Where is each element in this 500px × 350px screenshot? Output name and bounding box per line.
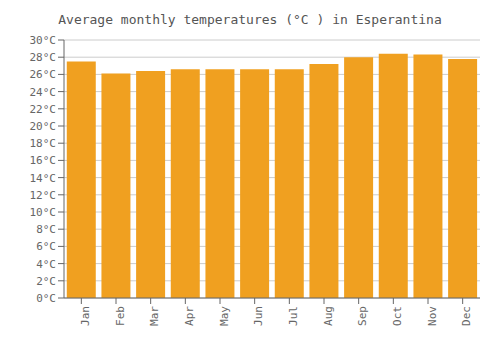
svg-text:8°C: 8°C bbox=[36, 223, 56, 236]
svg-text:Mar: Mar bbox=[148, 306, 161, 326]
svg-text:Jul: Jul bbox=[287, 306, 300, 326]
svg-text:18°C: 18°C bbox=[30, 137, 57, 150]
svg-text:0°C: 0°C bbox=[36, 292, 56, 305]
svg-text:Aug: Aug bbox=[322, 306, 335, 326]
svg-text:Dec: Dec bbox=[460, 306, 473, 326]
svg-text:28°C: 28°C bbox=[30, 51, 57, 64]
svg-text:Apr: Apr bbox=[183, 306, 196, 326]
svg-text:10°C: 10°C bbox=[30, 206, 57, 219]
svg-text:Jan: Jan bbox=[79, 306, 92, 326]
svg-text:Oct: Oct bbox=[391, 306, 404, 326]
svg-text:14°C: 14°C bbox=[30, 172, 57, 185]
html-text:Average monthly temperatures (: Average monthly temperatures (°C ) in Es… bbox=[58, 12, 442, 27]
svg-text:Sep: Sep bbox=[356, 306, 369, 326]
svg-text:Nov: Nov bbox=[426, 306, 439, 326]
svg-text:16°C: 16°C bbox=[30, 154, 57, 167]
svg-text:24°C: 24°C bbox=[30, 86, 57, 99]
svg-text:Feb: Feb bbox=[114, 306, 127, 326]
svg-text:12°C: 12°C bbox=[30, 189, 57, 202]
svg-text:22°C: 22°C bbox=[30, 103, 57, 116]
svg-text:30°C: 30°C bbox=[30, 34, 57, 47]
svg-text:May: May bbox=[218, 306, 231, 326]
svg-text:2°C: 2°C bbox=[36, 275, 56, 288]
svg-text:6°C: 6°C bbox=[36, 240, 56, 253]
svg-text:4°C: 4°C bbox=[36, 258, 56, 271]
svg-text:Jun: Jun bbox=[252, 306, 265, 326]
svg-text:20°C: 20°C bbox=[30, 120, 57, 133]
svg-text:26°C: 26°C bbox=[30, 68, 57, 81]
